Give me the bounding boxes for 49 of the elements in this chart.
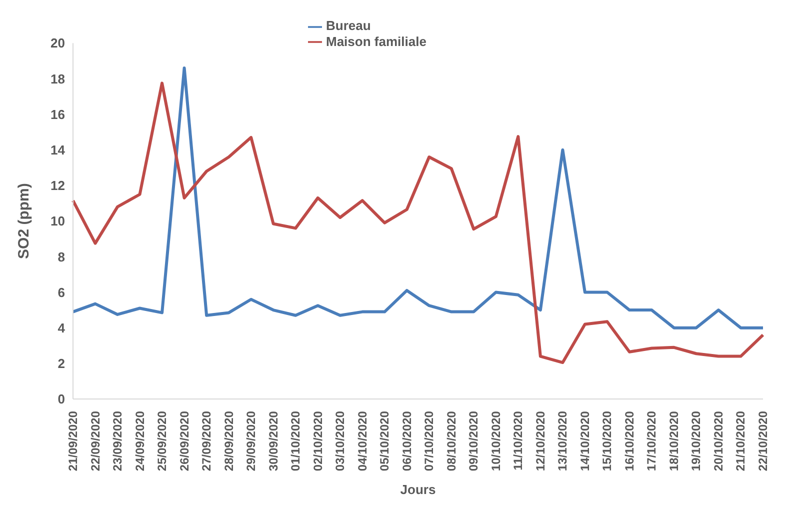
y-tick-label: 20: [50, 36, 65, 51]
x-tick-label: 08/10/2020: [444, 410, 458, 472]
x-tick-label: 14/10/2020: [578, 410, 592, 472]
x-axis-title: Jours: [400, 482, 436, 497]
y-axis-title: SO2 (ppm): [15, 183, 32, 259]
x-tick-label: 21/09/2020: [66, 410, 80, 472]
x-tick-label: 24/09/2020: [132, 410, 147, 472]
x-tick-label: 15/10/2020: [600, 410, 614, 472]
line-series: [72, 82, 764, 364]
x-tick-label: 26/09/2020: [177, 410, 192, 472]
x-tick-label: 18/10/2020: [666, 410, 681, 472]
x-tick-label: 22/10/2020: [756, 410, 770, 472]
x-tick-label: 03/10/2020: [333, 410, 348, 472]
x-tick-label: 27/09/2020: [200, 410, 214, 472]
x-tick-label: 22/09/2020: [88, 410, 102, 472]
x-tick-label: 25/09/2020: [155, 410, 170, 472]
legend-label: Bureau: [326, 18, 371, 33]
y-tick-label: 6: [58, 284, 65, 300]
y-tick-label: 16: [50, 106, 65, 122]
x-tick-label: 11/10/2020: [511, 410, 526, 470]
x-tick-label: 20/10/2020: [711, 410, 726, 472]
x-tick-label: 10/10/2020: [488, 410, 503, 472]
y-tick-label: 10: [50, 214, 65, 229]
line-series: [72, 66, 764, 330]
x-tick-label: 21/10/2020: [734, 410, 748, 472]
y-tick-label: 12: [50, 178, 65, 194]
x-tick-label: 07/10/2020: [422, 410, 436, 472]
x-tick-label: 09/10/2020: [466, 410, 481, 472]
y-tick-label: 0: [58, 392, 65, 407]
y-tick-label: 14: [50, 142, 66, 158]
x-tick-label: 30/09/2020: [266, 410, 280, 472]
y-tick-label: 4: [58, 320, 66, 336]
x-tick-label: 06/10/2020: [400, 410, 414, 472]
x-tick-label: 05/10/2020: [378, 410, 392, 472]
x-tick-label: 01/10/2020: [288, 410, 303, 472]
y-tick-label: 8: [58, 249, 65, 264]
x-tick-label: 02/10/2020: [310, 410, 325, 472]
x-tick-label: 28/09/2020: [222, 410, 236, 472]
x-tick-label: 16/10/2020: [622, 410, 636, 472]
x-tick-label: 13/10/2020: [556, 410, 570, 472]
x-tick-label: 12/10/2020: [533, 410, 548, 472]
x-tick-label: 17/10/2020: [644, 410, 659, 472]
x-tick-label: 29/09/2020: [244, 410, 258, 472]
x-tick-label: 19/10/2020: [689, 410, 704, 472]
x-tick-label: 04/10/2020: [355, 410, 370, 472]
legend-label: Maison familiale: [326, 34, 426, 49]
y-tick-label: 18: [50, 71, 65, 86]
x-tick-label: 23/09/2020: [110, 410, 125, 472]
y-tick-label: 2: [58, 356, 65, 372]
